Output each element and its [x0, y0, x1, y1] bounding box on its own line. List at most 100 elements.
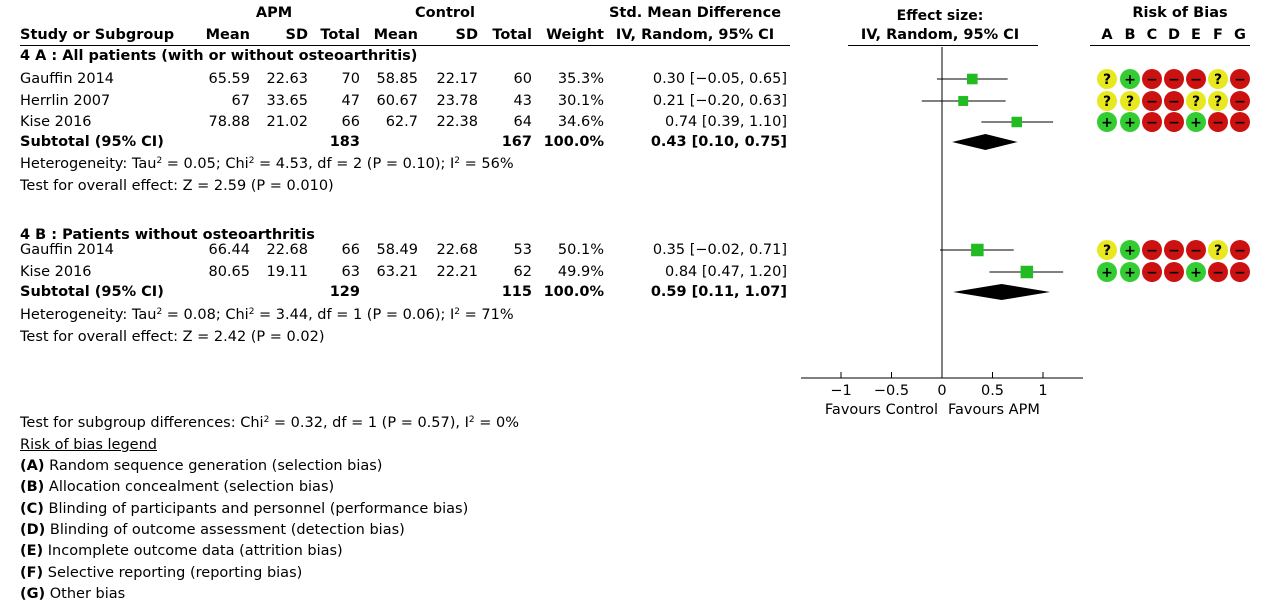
study-name: Gauffin 2014 [20, 71, 115, 87]
rob-symbol: + [1124, 115, 1136, 131]
rob-symbol: ? [1214, 94, 1222, 110]
rob-dot [1186, 91, 1206, 111]
rob-dot [1230, 91, 1250, 111]
col-sd-control: SD [455, 27, 478, 43]
subtotal-label: Subtotal (95% CI) [20, 134, 164, 150]
subtotal-control-total: 167 [501, 134, 532, 150]
rob-symbol: − [1190, 72, 1202, 88]
rob-letter-g: G [1234, 27, 1246, 43]
rob-dot [1164, 262, 1184, 282]
rob-dot [1186, 69, 1206, 89]
subgroup-title: 4 A : All patients (with or without oste… [20, 48, 418, 64]
apm-mean: 80.65 [208, 264, 250, 280]
rob-letter-e: E [1191, 27, 1201, 43]
subtotal-weight: 100.0% [543, 284, 604, 300]
control-mean: 60.67 [376, 93, 418, 109]
rob-symbol: − [1168, 265, 1180, 281]
apm-sd: 22.68 [266, 242, 308, 258]
control-total: 60 [513, 71, 532, 87]
weight-value: 49.9% [557, 264, 604, 280]
rob-dot [1142, 69, 1162, 89]
col-sd-apm: SD [285, 27, 308, 43]
apm-group-header: APM [255, 5, 293, 21]
rob-symbol: + [1101, 265, 1113, 281]
plot-header-title: Effect size: [896, 8, 984, 24]
control-sd: 22.38 [436, 114, 478, 130]
rob-dot [1230, 112, 1250, 132]
rob-symbol: − [1234, 94, 1246, 110]
weight-value: 50.1% [557, 242, 604, 258]
rob-symbol: − [1168, 72, 1180, 88]
rob-dot [1142, 112, 1162, 132]
rob-symbol: − [1212, 115, 1224, 131]
col-total-control: Total [492, 27, 532, 43]
subgroup-differences-test: Test for subgroup differences: Chi2 = 0.… [20, 415, 519, 431]
col-total-apm: Total [320, 27, 360, 43]
control-sd: 22.68 [436, 242, 478, 258]
smd-ci-text: 0.74 [0.39, 1.10] [665, 114, 787, 130]
point-estimate-square [971, 243, 984, 257]
study-name: Kise 2016 [20, 264, 92, 280]
effect-header-sub: IV, Random, 95% CI [615, 27, 775, 43]
rob-dot [1230, 262, 1250, 282]
x-tick-label: −0.5 [874, 383, 909, 399]
subtotal-label: Subtotal (95% CI) [20, 284, 164, 300]
x-tick-label: −1 [830, 383, 851, 399]
rob-legend-item: (B) Allocation concealment (selection bi… [20, 479, 335, 496]
rob-symbol: − [1146, 94, 1158, 110]
rob-symbol: + [1190, 265, 1202, 281]
favours-control-label: Favours Control [825, 402, 938, 418]
point-estimate-square [967, 73, 978, 85]
subtotal-apm-total: 129 [329, 284, 360, 300]
weight-value: 35.3% [557, 71, 604, 87]
col-mean-control: Mean [373, 27, 418, 43]
heterogeneity-stats: Heterogeneity: Tau2 = 0.08; Chi2 = 3.44,… [20, 307, 514, 323]
rob-symbol: − [1168, 94, 1180, 110]
header-rule-plot [848, 45, 1038, 46]
rob-dot [1208, 69, 1228, 89]
rob-dot [1097, 69, 1117, 89]
apm-mean: 78.88 [208, 114, 250, 130]
rob-legend-item: (A) Random sequence generation (selectio… [20, 458, 383, 474]
rob-dot [1120, 240, 1140, 260]
control-mean: 58.85 [376, 71, 418, 87]
rob-dot [1230, 69, 1250, 89]
col-study: Study or Subgroup [20, 27, 175, 43]
rob-symbol: ? [1103, 94, 1111, 110]
effect-header-title: Std. Mean Difference [608, 5, 782, 21]
rob-dot [1208, 91, 1228, 111]
favours-apm-label: Favours APM [948, 402, 1040, 418]
subtotal-apm-total: 183 [329, 134, 360, 150]
control-total: 53 [513, 242, 532, 258]
apm-sd: 21.02 [266, 114, 308, 130]
x-tick-label: 0.5 [981, 383, 1004, 399]
control-sd: 22.21 [436, 264, 478, 280]
subtotal-weight: 100.0% [543, 134, 604, 150]
point-estimate-square [1011, 116, 1022, 128]
rob-dot [1142, 240, 1162, 260]
study-name: Gauffin 2014 [20, 242, 115, 258]
rob-dot [1208, 240, 1228, 260]
apm-total: 63 [341, 264, 360, 280]
rob-symbol: − [1190, 243, 1202, 259]
rob-dot [1164, 112, 1184, 132]
apm-mean: 66.44 [208, 242, 250, 258]
rob-symbol: − [1234, 115, 1246, 131]
rob-legend-item: (F) Selective reporting (reporting bias) [20, 564, 303, 581]
rob-symbol: + [1124, 243, 1136, 259]
overall-effect-test: Test for overall effect: Z = 2.42 (P = 0… [20, 329, 325, 345]
control-sd: 23.78 [436, 93, 478, 109]
control-total: 62 [513, 264, 532, 280]
subgroup-title: 4 B : Patients without osteoarthritis [20, 227, 315, 243]
subtotal-ci-text: 0.43 [0.10, 0.75] [650, 134, 787, 150]
rob-letter-c: C [1146, 27, 1158, 43]
subtotal-ci-text: 0.59 [0.11, 1.07] [650, 284, 787, 300]
apm-total: 70 [341, 71, 360, 87]
col-weight: Weight [546, 27, 604, 43]
control-total: 64 [513, 114, 532, 130]
rob-symbol: − [1168, 115, 1180, 131]
rob-dot [1097, 262, 1117, 282]
study-name: Kise 2016 [20, 114, 92, 130]
rob-symbol: − [1146, 243, 1158, 259]
